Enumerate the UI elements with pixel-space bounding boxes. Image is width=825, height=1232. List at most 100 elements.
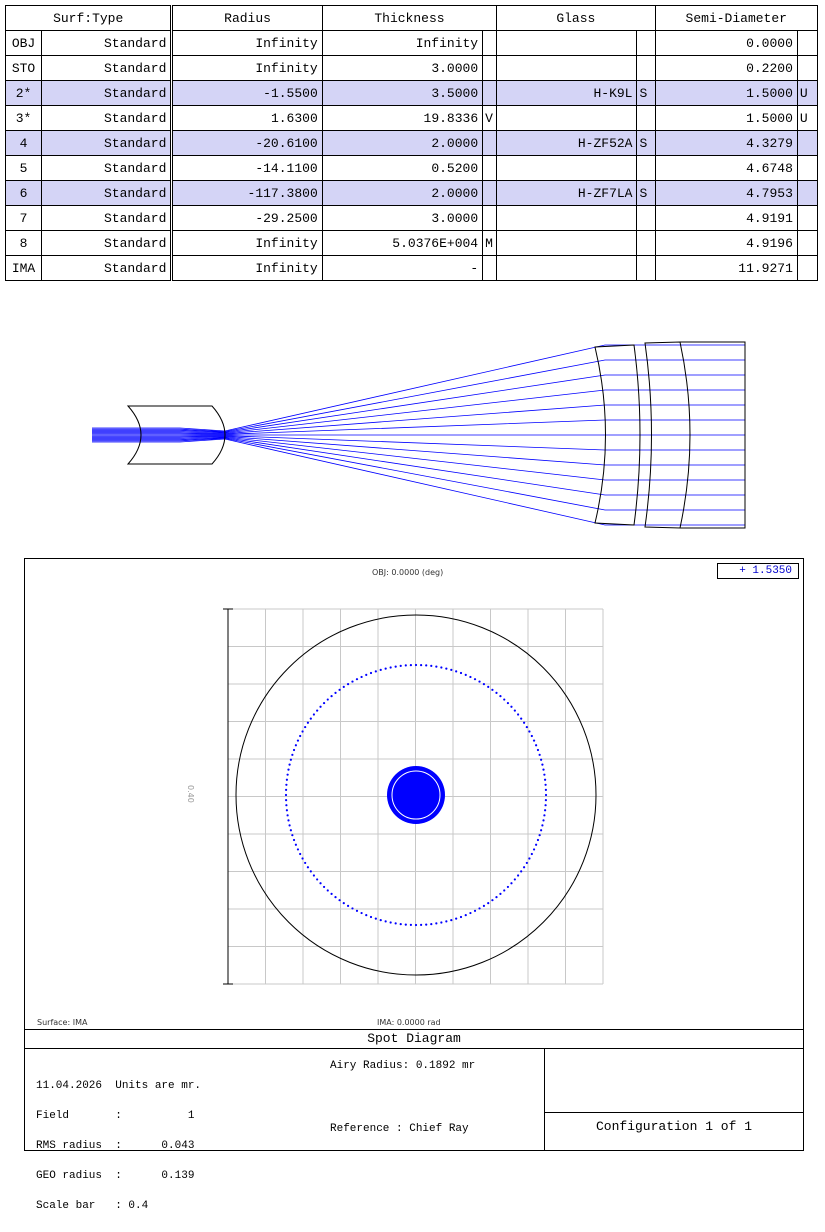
- surface-type[interactable]: Standard: [41, 205, 174, 231]
- thickness-cell[interactable]: 3.0000: [321, 55, 484, 81]
- surface-type[interactable]: Standard: [41, 230, 174, 256]
- surf-number[interactable]: 3*: [4, 105, 43, 131]
- surf-number[interactable]: STO: [4, 55, 43, 81]
- thickness-solve[interactable]: [482, 30, 498, 56]
- glass-cell[interactable]: [496, 55, 638, 81]
- surf-number[interactable]: 2*: [4, 80, 43, 106]
- semi-diameter-solve[interactable]: [796, 180, 819, 206]
- thickness-cell[interactable]: 2.0000: [321, 180, 484, 206]
- lde-row[interactable]: 4 Standard -20.6100 2.0000 H-ZF52A S 4.3279: [4, 130, 819, 156]
- glass-cell[interactable]: H-ZF52A: [496, 130, 638, 156]
- thickness-cell[interactable]: 3.5000: [321, 80, 484, 106]
- glass-cell[interactable]: H-ZF7LA: [496, 180, 638, 206]
- thickness-solve[interactable]: V: [482, 105, 498, 131]
- col-header-radius[interactable]: Radius: [171, 5, 323, 31]
- glass-cell[interactable]: [496, 155, 638, 181]
- surf-number[interactable]: 6: [4, 180, 43, 206]
- thickness-cell[interactable]: Infinity: [321, 30, 484, 56]
- semi-diameter-cell[interactable]: 11.9271: [654, 255, 798, 281]
- radius-cell[interactable]: -20.6100: [171, 130, 323, 156]
- semi-diameter-solve[interactable]: [796, 130, 819, 156]
- semi-diameter-cell[interactable]: 1.5000: [654, 105, 798, 131]
- lde-row[interactable]: 3* Standard 1.6300 19.8336 V 1.5000 U: [4, 105, 819, 131]
- surface-type[interactable]: Standard: [41, 155, 174, 181]
- radius-cell[interactable]: -14.1100: [171, 155, 323, 181]
- semi-diameter-solve[interactable]: [796, 255, 819, 281]
- glass-solve[interactable]: [636, 30, 656, 56]
- surface-type[interactable]: Standard: [41, 255, 174, 281]
- thickness-solve[interactable]: [482, 255, 498, 281]
- thickness-solve[interactable]: [482, 180, 498, 206]
- col-header-surf-type[interactable]: Surf:Type: [4, 5, 174, 31]
- lde-row[interactable]: IMA Standard Infinity - 11.9271: [4, 255, 819, 281]
- surf-number[interactable]: 8: [4, 230, 43, 256]
- lde-row[interactable]: 2* Standard -1.5500 3.5000 H-K9L S 1.5000 U: [4, 80, 819, 106]
- glass-solve[interactable]: S: [636, 80, 656, 106]
- semi-diameter-solve[interactable]: U: [796, 80, 819, 106]
- semi-diameter-cell[interactable]: 4.6748: [654, 155, 798, 181]
- glass-cell[interactable]: [496, 30, 638, 56]
- semi-diameter-cell[interactable]: 4.9196: [654, 230, 798, 256]
- semi-diameter-cell[interactable]: 4.7953: [654, 180, 798, 206]
- thickness-solve[interactable]: [482, 55, 498, 81]
- radius-cell[interactable]: Infinity: [171, 230, 323, 256]
- surface-type[interactable]: Standard: [41, 180, 174, 206]
- semi-diameter-cell[interactable]: 4.9191: [654, 205, 798, 231]
- glass-solve[interactable]: [636, 205, 656, 231]
- lde-row[interactable]: 6 Standard -117.3800 2.0000 H-ZF7LA S 4.7953: [4, 180, 819, 206]
- thickness-solve[interactable]: [482, 155, 498, 181]
- thickness-cell[interactable]: 0.5200: [321, 155, 484, 181]
- semi-diameter-solve[interactable]: [796, 230, 819, 256]
- semi-diameter-solve[interactable]: [796, 30, 819, 56]
- radius-cell[interactable]: -117.3800: [171, 180, 323, 206]
- radius-cell[interactable]: -1.5500: [171, 80, 323, 106]
- surface-type[interactable]: Standard: [41, 30, 174, 56]
- semi-diameter-cell[interactable]: 4.3279: [654, 130, 798, 156]
- surface-type[interactable]: Standard: [41, 105, 174, 131]
- semi-diameter-solve[interactable]: [796, 205, 819, 231]
- radius-cell[interactable]: 1.6300: [171, 105, 323, 131]
- thickness-cell[interactable]: -: [321, 255, 484, 281]
- lde-row[interactable]: 7 Standard -29.2500 3.0000 4.9191: [4, 205, 819, 231]
- surf-number[interactable]: OBJ: [4, 30, 43, 56]
- glass-cell[interactable]: H-K9L: [496, 80, 638, 106]
- surf-number[interactable]: 5: [4, 155, 43, 181]
- glass-cell[interactable]: [496, 230, 638, 256]
- thickness-solve[interactable]: [482, 130, 498, 156]
- col-header-semi-diameter[interactable]: Semi-Diameter: [654, 5, 819, 31]
- thickness-solve[interactable]: M: [482, 230, 498, 256]
- thickness-cell[interactable]: 19.8336: [321, 105, 484, 131]
- surf-number[interactable]: 7: [4, 205, 43, 231]
- glass-cell[interactable]: [496, 255, 638, 281]
- surface-type[interactable]: Standard: [41, 130, 174, 156]
- surf-number[interactable]: 4: [4, 130, 43, 156]
- glass-solve[interactable]: [636, 55, 656, 81]
- thickness-solve[interactable]: [482, 80, 498, 106]
- col-header-glass[interactable]: Glass: [496, 5, 656, 31]
- glass-solve[interactable]: S: [636, 130, 656, 156]
- lde-row[interactable]: 8 Standard Infinity 5.0376E+004 M 4.9196: [4, 230, 819, 256]
- thickness-cell[interactable]: 5.0376E+004: [321, 230, 484, 256]
- radius-cell[interactable]: Infinity: [171, 30, 323, 56]
- semi-diameter-solve[interactable]: [796, 155, 819, 181]
- radius-cell[interactable]: Infinity: [171, 255, 323, 281]
- glass-cell[interactable]: [496, 105, 638, 131]
- thickness-cell[interactable]: 2.0000: [321, 130, 484, 156]
- glass-solve[interactable]: [636, 105, 656, 131]
- radius-cell[interactable]: -29.2500: [171, 205, 323, 231]
- semi-diameter-solve[interactable]: [796, 55, 819, 81]
- thickness-solve[interactable]: [482, 205, 498, 231]
- semi-diameter-cell[interactable]: 0.0000: [654, 30, 798, 56]
- lde-row[interactable]: 5 Standard -14.1100 0.5200 4.6748: [4, 155, 819, 181]
- glass-solve[interactable]: [636, 155, 656, 181]
- lde-row[interactable]: OBJ Standard Infinity Infinity 0.0000: [4, 30, 819, 56]
- glass-solve[interactable]: [636, 255, 656, 281]
- lde-row[interactable]: STO Standard Infinity 3.0000 0.2200: [4, 55, 819, 81]
- glass-cell[interactable]: [496, 205, 638, 231]
- surface-type[interactable]: Standard: [41, 55, 174, 81]
- col-header-thickness[interactable]: Thickness: [321, 5, 498, 31]
- surface-type[interactable]: Standard: [41, 80, 174, 106]
- semi-diameter-cell[interactable]: 0.2200: [654, 55, 798, 81]
- glass-solve[interactable]: S: [636, 180, 656, 206]
- semi-diameter-cell[interactable]: 1.5000: [654, 80, 798, 106]
